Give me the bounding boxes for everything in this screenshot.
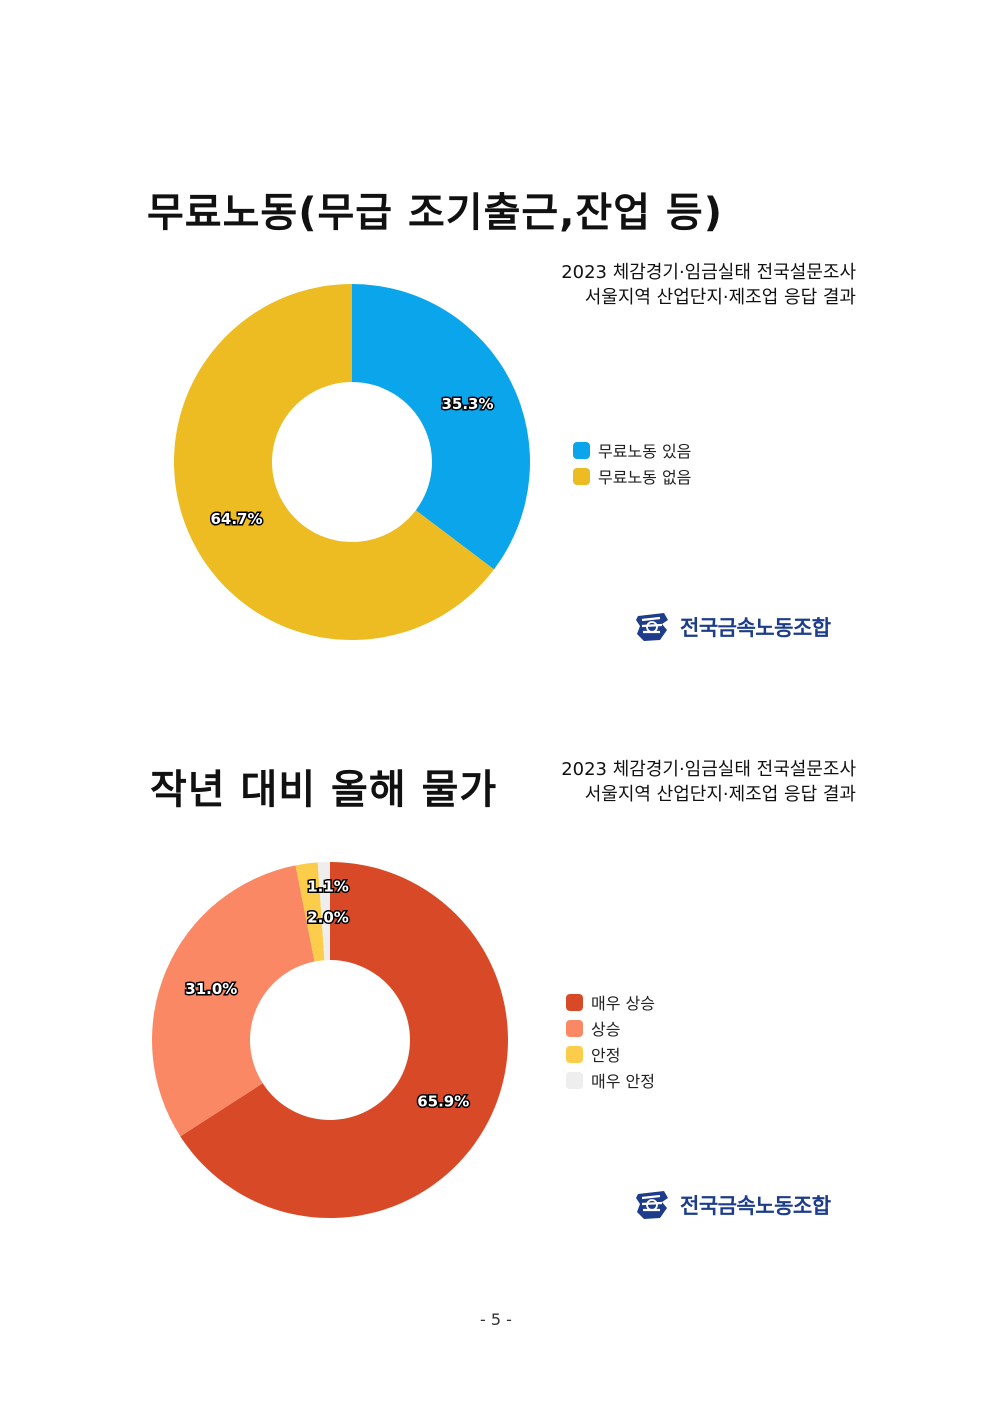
union-logo-text: 전국금속노동조합 [680, 616, 831, 640]
donut-slice [295, 862, 325, 962]
chart2-subtitle: 2023 체감경기·임금실태 전국설문조사 서울지역 산업단지·제조업 응답 결… [561, 757, 856, 807]
legend-item: 무료노동 없음 [573, 463, 691, 489]
legend-item: 안정 [566, 1041, 655, 1067]
slice-percent-label: 2.0% [307, 909, 349, 927]
donut-slice [174, 284, 495, 640]
chart1-subtitle-line2: 서울지역 산업단지·제조업 응답 결과 [584, 287, 856, 308]
legend-label: 매우 안정 [591, 1072, 655, 1091]
legend-item: 매우 안정 [566, 1067, 655, 1093]
chart1-subtitle: 2023 체감경기·임금실태 전국설문조사 서울지역 산업단지·제조업 응답 결… [561, 260, 856, 310]
legend-item: 무료노동 있음 [573, 437, 691, 463]
chart1-donut: 35.3% 64.7% [174, 284, 530, 640]
union-logo-text: 전국금속노동조합 [680, 1194, 831, 1218]
chart1-title: 무료노동(무급 조기출근,잔업 등) [147, 190, 724, 236]
legend-swatch [566, 1019, 583, 1037]
slice-percent-label: 35.3% [441, 395, 493, 413]
union-logo: 전국금속노동조합 [634, 610, 831, 644]
legend-label: 안정 [591, 1046, 621, 1065]
donut-slice [317, 862, 330, 961]
legend-label: 매우 상승 [591, 994, 655, 1013]
donut-slice [151, 865, 315, 1137]
union-logo: 전국금속노동조합 [634, 1188, 831, 1222]
legend-label: 무료노동 있음 [598, 442, 692, 461]
slice-percent-label: 65.9% [417, 1092, 469, 1110]
donut-slice [352, 284, 530, 570]
slice-percent-label: 1.1% [307, 878, 349, 896]
union-emblem-icon [636, 613, 668, 641]
chart1-subtitle-line1: 2023 체감경기·임금실태 전국설문조사 [561, 262, 856, 283]
chart2-donut: 65.9% 31.0% 2.0% 1.1% [151, 862, 508, 1218]
slice-percent-label: 31.0% [185, 980, 237, 998]
chart2-title: 작년 대비 올해 물가 [150, 767, 498, 813]
legend-swatch [573, 441, 590, 459]
page-number: - 5 - [480, 1310, 512, 1329]
union-emblem-icon [636, 1191, 668, 1219]
legend-item: 매우 상승 [566, 989, 655, 1015]
legend-swatch [566, 1045, 583, 1063]
legend-swatch [566, 993, 583, 1011]
chart2-subtitle-line2: 서울지역 산업단지·제조업 응답 결과 [584, 784, 856, 805]
legend-swatch [573, 467, 590, 485]
donut-slice [180, 862, 508, 1218]
legend-label: 무료노동 없음 [598, 468, 692, 487]
legend-item: 상승 [566, 1015, 655, 1041]
slice-percent-label: 64.7% [210, 510, 262, 528]
chart2-subtitle-line1: 2023 체감경기·임금실태 전국설문조사 [561, 759, 856, 780]
legend-swatch [566, 1071, 583, 1089]
legend-label: 상승 [591, 1020, 621, 1039]
